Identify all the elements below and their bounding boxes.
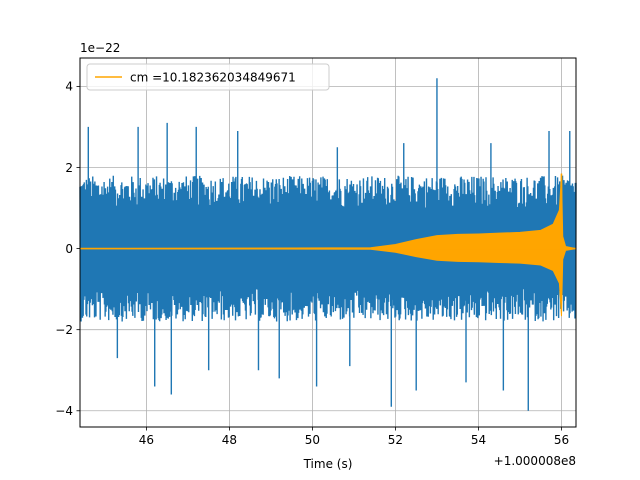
legend-box [86,63,330,91]
noise-series-line [79,78,577,411]
legend-label-template: cm =10.182362034849671 [130,71,296,85]
y-tick-label: −2 [55,323,73,337]
series-noise [79,78,577,411]
x-tick-label: 56 [554,433,569,447]
y-tick-label: −4 [55,404,73,418]
y-tick-label: 0 [65,242,73,256]
y-tick-label: 4 [65,80,73,94]
plot-frame [79,57,577,428]
legend: cm =10.182362034849671 [86,63,330,91]
x-tick-label: 52 [388,433,403,447]
x-axis-ticks: 46 48 50 52 54 56 [139,427,569,447]
x-offset-label: +1.000008e8 [494,454,576,468]
x-axis-label: Time (s) [303,457,353,471]
x-tick-label: 46 [139,433,154,447]
y-axis-ticks: −4 −2 0 2 4 [55,80,80,418]
x-tick-label: 48 [222,433,237,447]
x-tick-label: 50 [305,433,320,447]
y-scale-label: 1e−22 [80,41,120,55]
x-tick-label: 54 [471,433,486,447]
y-tick-label: 2 [65,161,73,175]
